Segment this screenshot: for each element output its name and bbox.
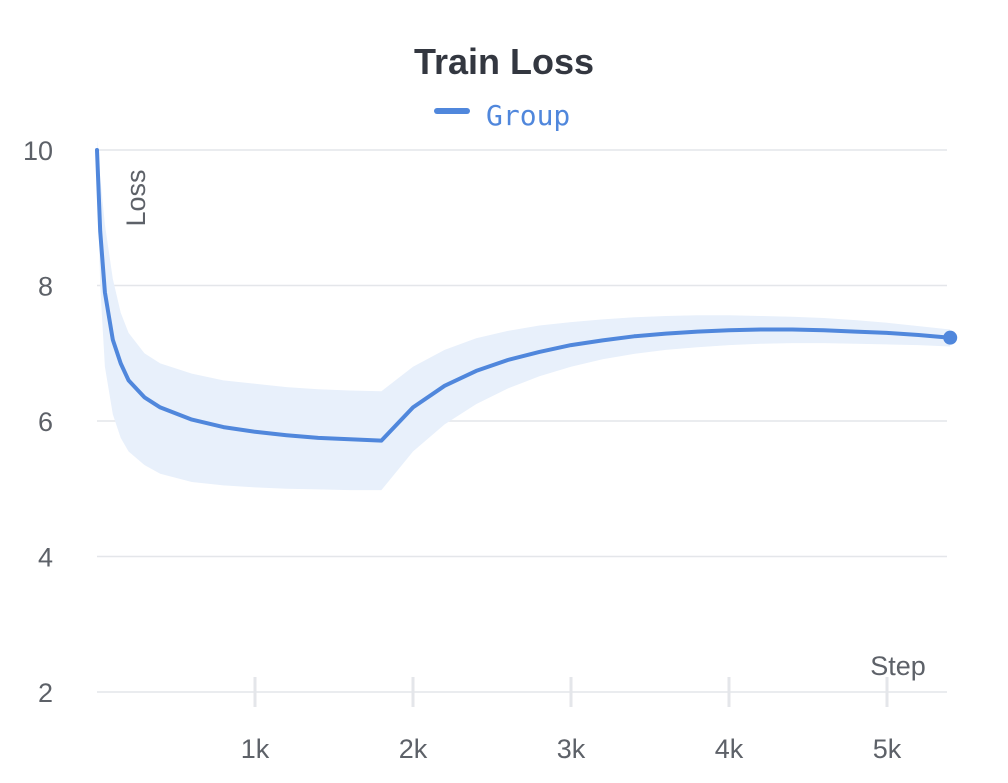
y-tick-label-4: 4: [38, 543, 53, 573]
series-band-group: [97, 139, 951, 491]
x-axis-label: Step: [870, 651, 926, 681]
legend[interactable]: Group: [434, 99, 570, 132]
legend-label-group[interactable]: Group: [486, 99, 570, 132]
y-axis-ticks: 10 8 6 4 2: [23, 136, 53, 708]
x-tick-label-1k: 1k: [241, 734, 270, 764]
y-tick-label-2: 2: [38, 678, 53, 708]
series-line-group[interactable]: [95, 148, 953, 443]
x-axis-ticks: 1k 2k 3k 4k 5k: [241, 677, 902, 764]
chart-title: Train Loss: [414, 41, 594, 82]
x-tick-label-3k: 3k: [557, 734, 586, 764]
x-tick-label-2k: 2k: [399, 734, 428, 764]
x-tick-label-4k: 4k: [715, 734, 744, 764]
y-tick-label-10: 10: [23, 136, 53, 166]
y-tick-label-8: 8: [38, 272, 53, 302]
series-endpoint-group[interactable]: [943, 330, 958, 345]
x-tick-label-5k: 5k: [873, 734, 902, 764]
y-tick-label-6: 6: [38, 407, 53, 437]
y-axis-label: Loss: [121, 169, 151, 226]
plot-area[interactable]: [95, 139, 958, 491]
